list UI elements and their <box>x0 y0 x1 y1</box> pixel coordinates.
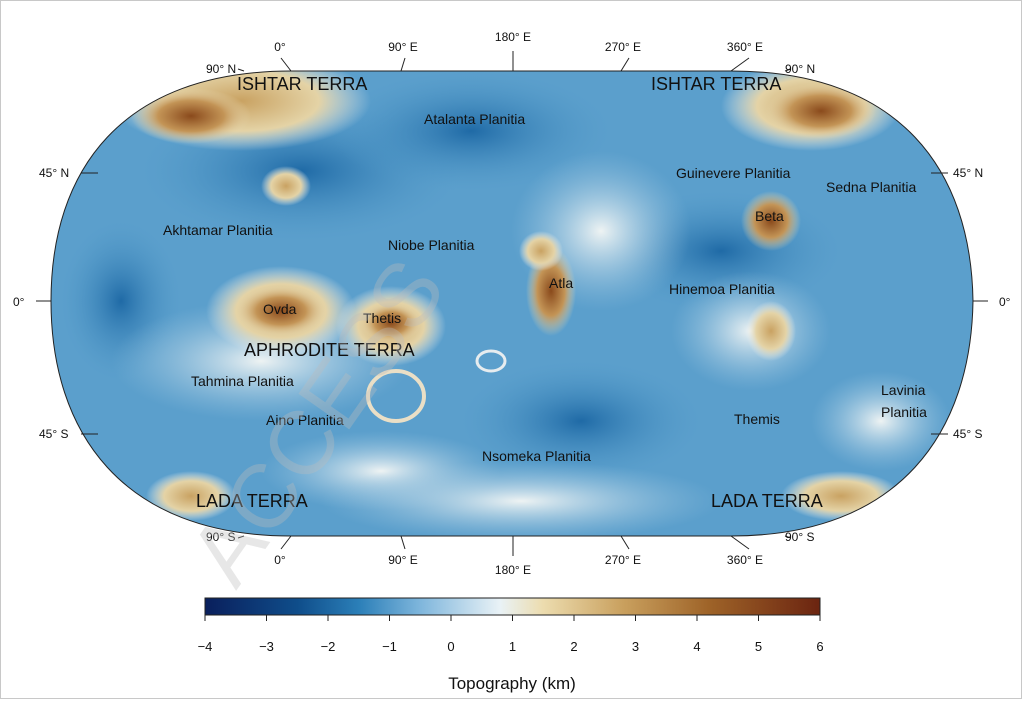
colorbar-tick-label: 6 <box>816 639 823 654</box>
feature-label: Hinemoa Planitia <box>669 281 775 297</box>
left-lat-label: 0° <box>13 295 25 309</box>
colorbar-tick-label: 3 <box>632 639 639 654</box>
feature-label: Aino Planitia <box>266 412 344 428</box>
colorbar-tick-label: 4 <box>693 639 700 654</box>
region-label-lada-east: LADA TERRA <box>711 491 823 511</box>
top-lon-label: 180° E <box>495 30 531 44</box>
feature-label: Akhtamar Planitia <box>163 222 273 238</box>
top-lon-label: 0° <box>274 40 286 54</box>
colorbar-ticks: −4 −3 −2 −1 0 1 2 3 4 5 6 <box>198 615 824 654</box>
feature-label: Thetis <box>363 310 401 326</box>
left-lat-label: 90° N <box>206 62 236 76</box>
map-surface <box>51 71 973 536</box>
region-label-lada-west: LADA TERRA <box>196 491 308 511</box>
colorbar-tick-label: 5 <box>755 639 762 654</box>
bottom-lon-label: 90° E <box>388 553 417 567</box>
feature-label: Tahmina Planitia <box>191 373 294 389</box>
colorbar-tick-label: −2 <box>321 639 336 654</box>
feature-label: Ovda <box>263 301 297 317</box>
colorbar-tick-label: 1 <box>509 639 516 654</box>
right-lat-label: 0° <box>999 295 1011 309</box>
colorbar-tick-label: −4 <box>198 639 213 654</box>
feature-label: Themis <box>734 411 780 427</box>
bottom-lon-label: 0° <box>274 553 286 567</box>
right-lat-label: 90° S <box>785 530 814 544</box>
feature-label: Planitia <box>881 404 927 420</box>
feature-label: Beta <box>755 208 784 224</box>
region-label-ishtar-west: ISHTAR TERRA <box>237 74 367 94</box>
feature-label: Sedna Planitia <box>826 179 917 195</box>
colorbar-tick-label: 0 <box>447 639 454 654</box>
colorbar <box>204 597 821 616</box>
region-label-aphrodite: APHRODITE TERRA <box>244 340 415 360</box>
right-lat-label: 45° S <box>953 427 982 441</box>
top-lon-label: 360° E <box>727 40 763 54</box>
colorbar-tick-label: −3 <box>259 639 274 654</box>
bottom-lon-label: 360° E <box>727 553 763 567</box>
feature-label: Niobe Planitia <box>388 237 475 253</box>
left-lat-label: 90° S <box>206 530 235 544</box>
feature-label: Nsomeka Planitia <box>482 448 591 464</box>
feature-label: Lavinia <box>881 382 926 398</box>
right-lat-label: 90° N <box>785 62 815 76</box>
right-lat-label: 45° N <box>953 166 983 180</box>
top-lon-label: 270° E <box>605 40 641 54</box>
colorbar-title: Topography (km) <box>448 674 576 693</box>
top-lon-label: 90° E <box>388 40 417 54</box>
region-label-ishtar-east: ISHTAR TERRA <box>651 74 781 94</box>
feature-label: Atla <box>549 275 573 291</box>
feature-label: Atalanta Planitia <box>424 111 525 127</box>
bottom-lon-label: 180° E <box>495 563 531 577</box>
bottom-lon-label: 270° E <box>605 553 641 567</box>
colorbar-tick-label: 2 <box>570 639 577 654</box>
feature-label: Guinevere Planitia <box>676 165 791 181</box>
left-lat-label: 45° N <box>39 166 69 180</box>
map-ticks <box>36 51 988 556</box>
colorbar-tick-label: −1 <box>382 639 397 654</box>
left-lat-label: 45° S <box>39 427 68 441</box>
